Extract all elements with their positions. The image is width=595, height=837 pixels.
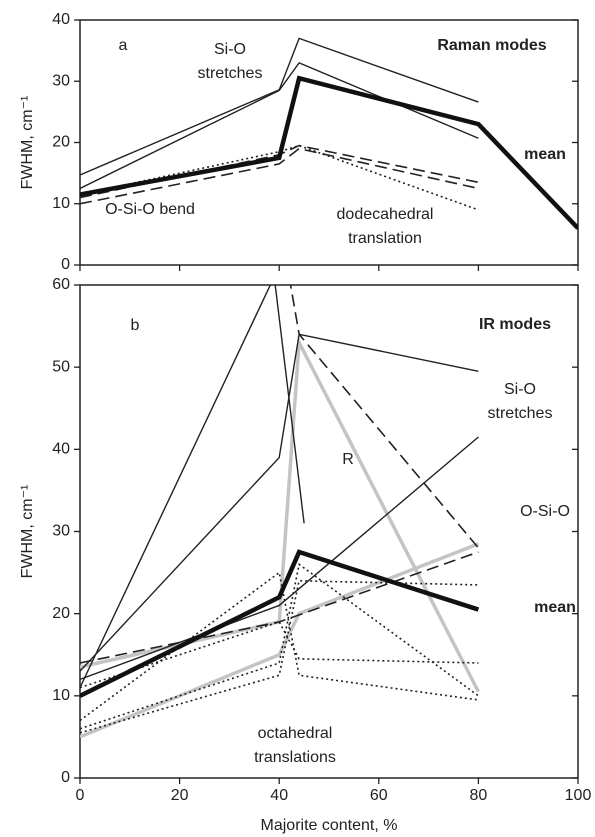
annotation: Si-O [504, 381, 536, 398]
annotation: mean [534, 599, 576, 616]
series-line [80, 336, 480, 693]
x-axis-label: Majorite content, % [261, 817, 398, 834]
annotation: dodecahedral [337, 206, 434, 223]
series-line [289, 285, 480, 549]
series-line [80, 37, 479, 176]
series-line [80, 285, 305, 688]
annotation: R [342, 451, 354, 468]
x-tick-label: 80 [470, 787, 488, 804]
series-line [80, 144, 479, 211]
y-tick-label: 40 [52, 441, 70, 458]
x-tick-label: 0 [76, 787, 85, 804]
series-line [80, 549, 480, 698]
annotation: octahedral [258, 725, 333, 742]
x-tick-label: 60 [370, 787, 388, 804]
annotation: O-Si-O [520, 503, 570, 520]
y-tick-label: 50 [52, 358, 70, 375]
y-tick-label: 0 [61, 256, 70, 273]
panel-label: a [119, 37, 128, 54]
y-tick-label: 0 [61, 769, 70, 786]
x-tick-label: 20 [171, 787, 189, 804]
y-axis-label: FWHM, cm⁻¹ [19, 96, 36, 190]
y-tick-label: 20 [52, 134, 70, 151]
annotation: O-Si-O bend [105, 201, 195, 218]
x-tick-label: 40 [270, 787, 288, 804]
y-axis-label: FWHM, cm⁻¹ [19, 485, 36, 579]
annotation: translation [348, 230, 422, 247]
y-tick-label: 30 [52, 523, 70, 540]
annotation: stretches [198, 65, 263, 82]
series-line [80, 147, 479, 205]
series-line [80, 75, 578, 230]
series-line [80, 571, 479, 722]
annotation: stretches [488, 405, 553, 422]
y-tick-label: 10 [52, 687, 70, 704]
y-tick-label: 60 [52, 276, 70, 293]
annotation: Si-O [214, 41, 246, 58]
annotation: IR modes [479, 316, 551, 333]
series-line [80, 562, 479, 730]
annotation: translations [254, 749, 336, 766]
annotation: Raman modes [437, 37, 546, 54]
x-tick-label: 100 [565, 787, 592, 804]
series-group [80, 37, 578, 230]
y-tick-label: 20 [52, 605, 70, 622]
y-tick-label: 30 [52, 72, 70, 89]
panel-label: b [131, 317, 140, 334]
series-group [80, 285, 480, 739]
series-line [80, 620, 479, 689]
annotation: mean [524, 146, 566, 163]
series-line [80, 436, 479, 681]
plot-frame [79, 284, 579, 779]
y-tick-label: 10 [52, 195, 70, 212]
series-line [80, 579, 479, 734]
series-line [80, 551, 479, 664]
y-tick-label: 40 [52, 11, 70, 28]
